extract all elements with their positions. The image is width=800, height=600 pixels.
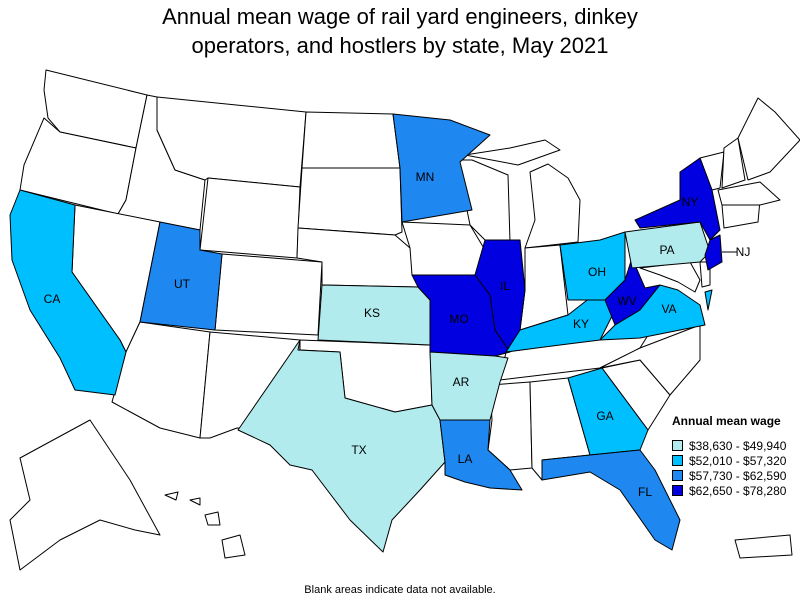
legend: Annual mean wage $38,630 - $49,940 $52,0…: [672, 414, 786, 498]
state-co: [214, 253, 323, 336]
legend-swatch: [672, 485, 683, 496]
label-mn: MN: [416, 170, 435, 184]
legend-label: $62,650 - $78,280: [689, 483, 787, 498]
state-labels: CA UT MN KS TX MO AR LA IL KY OH WV VA P…: [44, 170, 751, 499]
state-mi-upper: [464, 139, 561, 166]
legend-item: $62,650 - $78,280: [672, 483, 786, 498]
label-ks: KS: [364, 306, 380, 320]
label-ky: KY: [573, 317, 589, 331]
label-ut: UT: [174, 277, 191, 291]
label-ca: CA: [44, 292, 61, 306]
territory-pr: [734, 534, 793, 559]
state-la: [439, 419, 523, 491]
title-line-1: Annual mean wage of rail yard engineers,…: [162, 4, 638, 29]
state-ma: [717, 181, 781, 206]
state-me: [737, 97, 800, 181]
label-la: LA: [458, 452, 473, 466]
label-oh: OH: [588, 265, 606, 279]
legend-label: $52,010 - $57,320: [689, 453, 787, 468]
state-fl: [541, 449, 681, 551]
label-nj: NJ: [736, 245, 751, 259]
label-ar: AR: [453, 375, 470, 389]
label-tx: TX: [351, 443, 366, 457]
label-il: IL: [500, 279, 510, 293]
title-line-2: operators, and hostlers by state, May 20…: [191, 33, 609, 58]
state-va: [599, 284, 706, 341]
legend-swatch: [672, 455, 683, 466]
state-wy: [199, 177, 301, 259]
state-nc: [599, 324, 701, 396]
state-ny: [634, 157, 721, 241]
label-fl: FL: [638, 485, 652, 499]
state-ia: [401, 221, 486, 276]
state-tx: [237, 339, 446, 553]
label-ga: GA: [596, 409, 613, 423]
state-ut: [139, 221, 223, 331]
colored-states: [9, 113, 723, 553]
blank-states: [9, 69, 800, 571]
state-ga: [567, 367, 649, 456]
state-mn: [392, 113, 491, 223]
state-ak: [9, 419, 161, 571]
state-nh: [721, 137, 746, 189]
state-nj: [704, 234, 723, 271]
legend-swatch: [672, 470, 683, 481]
state-ar: [429, 351, 509, 421]
label-wv: WV: [617, 294, 636, 308]
label-va: VA: [661, 302, 676, 316]
state-ca: [9, 189, 127, 396]
state-il: [474, 239, 526, 353]
legend-item: $52,010 - $57,320: [672, 453, 786, 468]
state-hi: [164, 491, 246, 559]
legend-label: $57,730 - $62,590: [689, 468, 787, 483]
state-sd: [297, 167, 403, 236]
legend-label: $38,630 - $49,940: [689, 438, 787, 453]
label-mo: MO: [449, 312, 468, 326]
state-mi: [524, 163, 581, 249]
state-nd: [301, 111, 401, 169]
legend-title: Annual mean wage: [672, 414, 781, 428]
legend-item: $38,630 - $49,940: [672, 438, 786, 453]
legend-item: $57,730 - $62,590: [672, 468, 786, 483]
label-pa: PA: [659, 243, 674, 257]
label-ny: NY: [682, 195, 699, 209]
legend-swatch: [672, 440, 683, 451]
map-title: Annual mean wage of rail yard engineers,…: [0, 2, 800, 60]
state-va-eastern-shore: [704, 289, 713, 311]
footnote: Blank areas indicate data not available.: [304, 584, 496, 596]
